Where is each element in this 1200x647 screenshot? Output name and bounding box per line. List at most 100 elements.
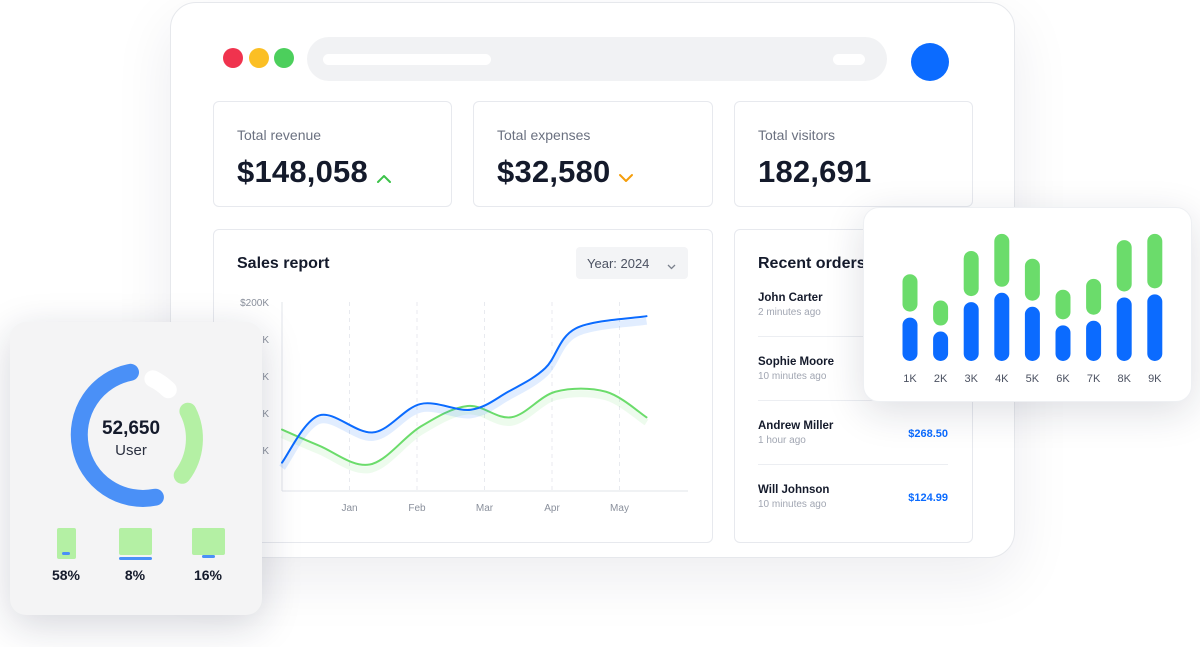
y-tick-label: K	[262, 446, 269, 457]
total-revenue-card: Total revenue $148,058	[213, 101, 452, 207]
donut-blue-arc	[70, 363, 164, 507]
donut-white-arc	[144, 370, 177, 399]
trend-down-icon	[618, 156, 634, 192]
y-tick-label: K	[262, 335, 269, 346]
bar-tick-label: 1K	[903, 373, 917, 385]
year-select[interactable]: Year: 2024	[576, 247, 688, 279]
order-item[interactable]: Andrew Miller 1 hour ago	[758, 420, 948, 446]
tablet-icon	[119, 528, 152, 560]
total-expenses-label: Total expenses	[497, 127, 591, 143]
avatar[interactable]	[911, 43, 949, 81]
mobile-icon	[57, 528, 76, 559]
order-time: 1 hour ago	[758, 435, 806, 446]
bar-green	[994, 233, 1010, 287]
order-customer-name: Will Johnson	[758, 484, 830, 496]
order-customer-name: Sophie Moore	[758, 356, 835, 368]
bar-green	[1024, 258, 1040, 301]
bar-blue	[1055, 325, 1071, 361]
bar-tick-label: 6K	[1056, 373, 1070, 385]
donut-green-arc	[173, 402, 203, 484]
y-tick-label: K	[262, 409, 269, 420]
bar-chart: 1K 2K 3K 4K 5K 6K 7K 8K 9K	[902, 233, 1163, 385]
order-amount: $124.99	[908, 492, 948, 504]
user-count-label: User	[115, 442, 147, 459]
x-tick-label: Apr	[544, 503, 560, 514]
total-visitors-label: Total visitors	[758, 127, 836, 143]
total-expenses-amount: $32,580	[497, 154, 611, 189]
bar-green	[1116, 240, 1132, 292]
total-visitors-card: Total visitors 182,691	[734, 101, 973, 207]
order-divider	[758, 400, 948, 401]
user-donut-chart	[70, 363, 203, 507]
order-item[interactable]: John Carter 2 minutes ago	[758, 292, 948, 318]
x-tick-label: Jan	[341, 503, 357, 514]
bar-blue	[994, 292, 1010, 361]
x-tick-label: Mar	[476, 503, 494, 514]
order-item[interactable]: Sophie Moore 10 minutes ago	[758, 356, 948, 382]
maximize-window-dot[interactable]	[274, 48, 294, 68]
bar-tick-label: 3K	[964, 373, 978, 385]
series-line-glow	[280, 390, 649, 474]
sales-report-title: Sales report	[237, 255, 330, 272]
bar-blue	[1024, 306, 1040, 361]
sales-report-card: Sales report Year: 2024 Jan Feb Mar Apr May $…	[213, 229, 713, 543]
recent-orders-title: Recent orders	[758, 255, 866, 272]
bar-tick-label: 8K	[1117, 373, 1131, 385]
series-line	[281, 387, 648, 466]
order-amount: $268.50	[908, 428, 948, 440]
order-item[interactable]: Will Johnson 10 minutes ago	[758, 484, 948, 510]
order-time: 10 minutes ago	[758, 371, 827, 382]
x-tick-label: May	[610, 503, 629, 514]
bar-green	[963, 250, 979, 297]
total-expenses-value: $32,580	[497, 154, 634, 192]
bar-tick-label: 7K	[1087, 373, 1101, 385]
total-revenue-amount: $148,058	[237, 154, 368, 189]
minimize-window-dot[interactable]	[249, 48, 269, 68]
total-revenue-label: Total revenue	[237, 127, 322, 143]
order-divider	[758, 464, 948, 465]
user-count: 52,650	[101, 418, 161, 439]
bar-green	[1147, 233, 1163, 289]
sales-line-chart: Jan Feb Mar Apr May $200K K K K K	[240, 298, 688, 514]
bar-chart-card: 1K 2K 3K 4K 5K 6K 7K 8K 9K	[863, 207, 1192, 402]
bar-blue	[1147, 294, 1163, 361]
close-window-dot[interactable]	[223, 48, 243, 68]
bar-blue	[1116, 297, 1132, 361]
bar-tick-label: 5K	[1026, 373, 1040, 385]
mobile-percent: 58%	[51, 567, 81, 583]
bar-green	[1055, 289, 1071, 320]
user-stats-card: 52,650 User 58% 8% 16%	[10, 322, 262, 615]
year-select-value: Year: 2024	[587, 256, 650, 271]
order-divider	[758, 336, 948, 337]
trend-up-icon	[376, 156, 392, 192]
address-bar[interactable]	[307, 37, 887, 81]
bar-tick-label: 2K	[934, 373, 948, 385]
x-tick-label: Feb	[408, 503, 426, 514]
y-tick-label: $200K	[240, 298, 269, 309]
bar-tick-label: 4K	[995, 373, 1009, 385]
chevron-down-icon	[667, 258, 676, 273]
bar-blue	[933, 331, 949, 361]
address-bar-placeholder	[323, 54, 491, 65]
order-time: 2 minutes ago	[758, 307, 821, 318]
total-expenses-card: Total expenses $32,580	[473, 101, 713, 207]
tablet-percent: 8%	[124, 567, 146, 583]
y-tick-label: K	[262, 372, 269, 383]
total-revenue-value: $148,058	[237, 154, 392, 192]
series-line-glow	[279, 317, 648, 470]
bar-tick-label: 9K	[1148, 373, 1162, 385]
bar-green	[1086, 278, 1102, 315]
bar-blue	[963, 302, 979, 361]
bar-blue	[902, 317, 918, 361]
bar-green	[902, 274, 918, 312]
bar-green	[933, 300, 949, 326]
order-customer-name: Andrew Miller	[758, 420, 834, 432]
total-visitors-value: 182,691	[758, 154, 872, 189]
bar-blue	[1086, 320, 1102, 361]
address-bar-action[interactable]	[833, 54, 865, 65]
desktop-icon	[192, 528, 225, 558]
series-line	[281, 315, 648, 464]
desktop-percent: 16%	[193, 567, 223, 583]
order-customer-name: John Carter	[758, 292, 823, 304]
order-time: 10 minutes ago	[758, 499, 827, 510]
